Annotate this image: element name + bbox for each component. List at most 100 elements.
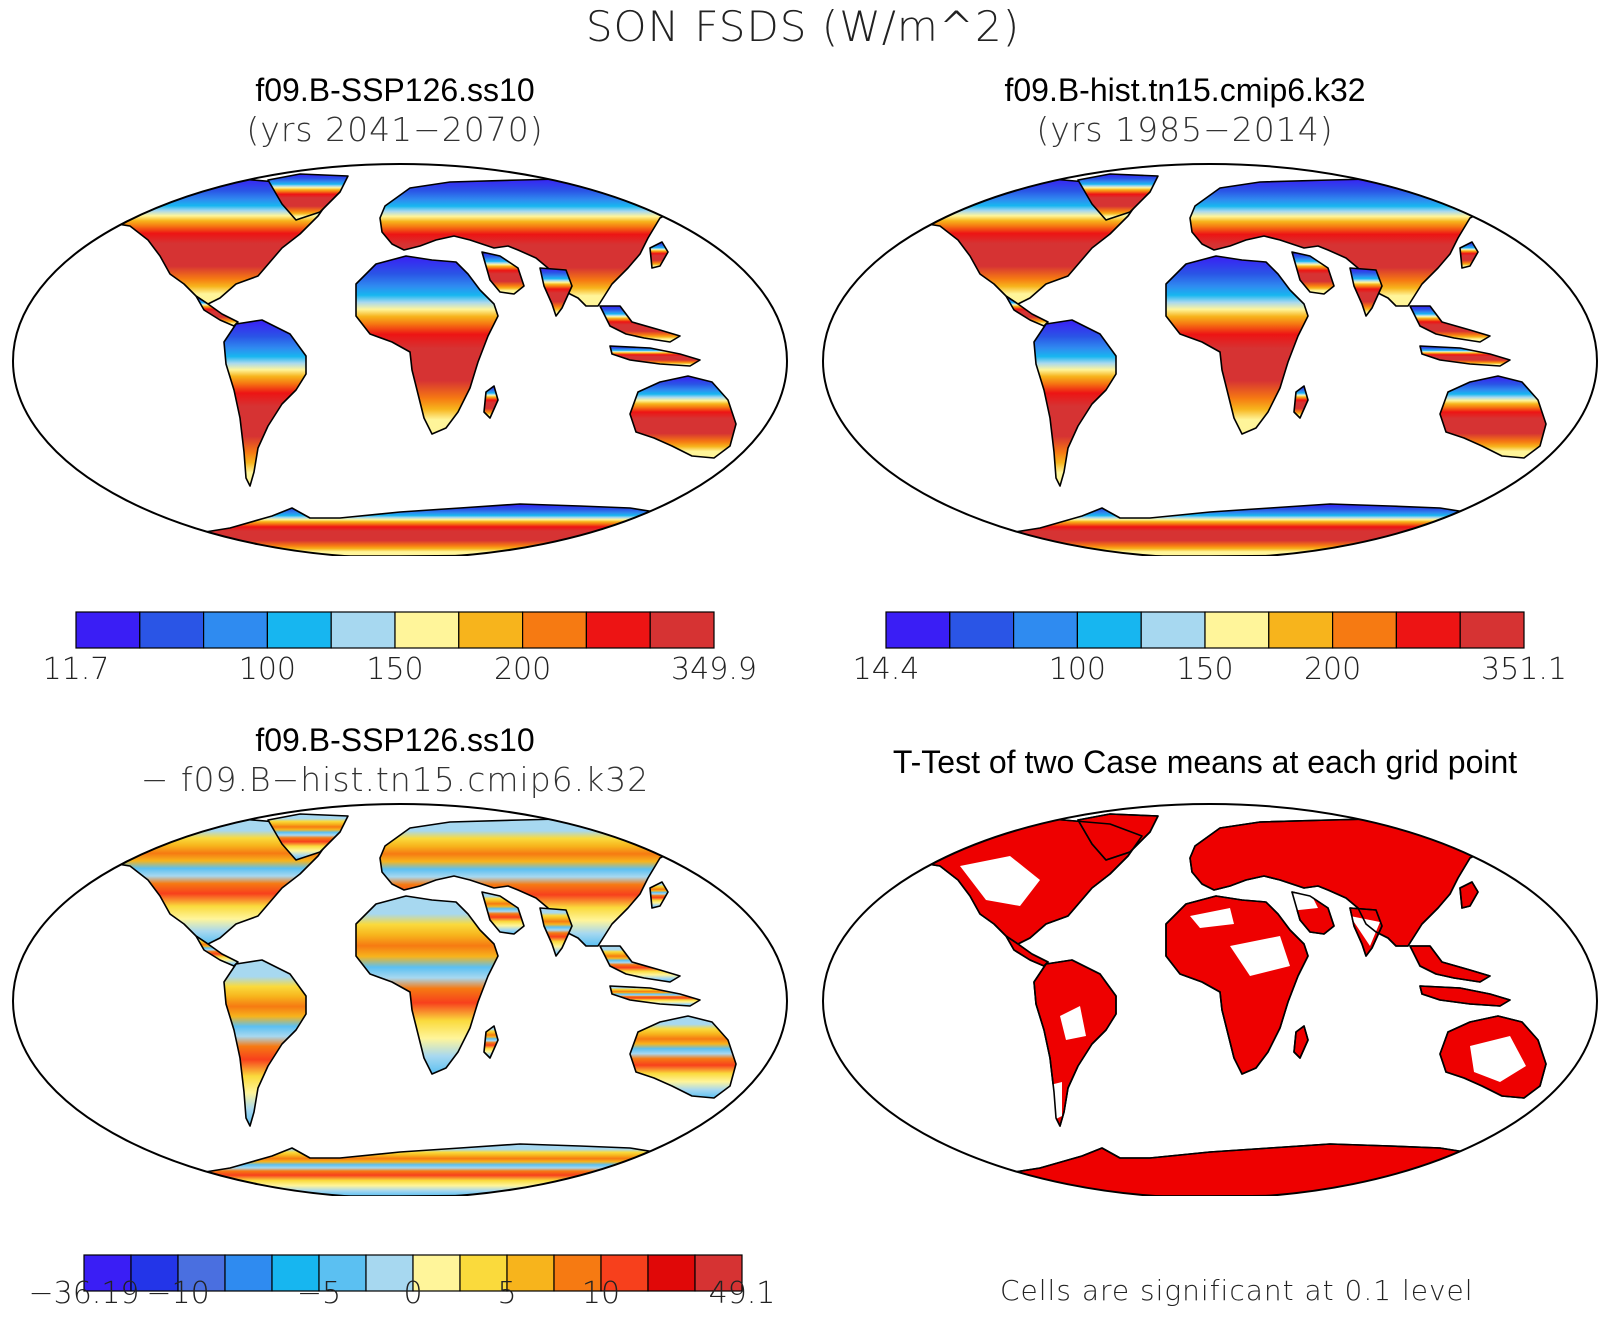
- nonsignificant-region: [1230, 936, 1290, 976]
- colorbar-tick-label: 200: [1303, 652, 1362, 687]
- colorbar-bin: [75, 611, 141, 649]
- difference-colorbar: [83, 1254, 743, 1292]
- reference-name: f09.B-hist.tn15.cmip6.k32: [1004, 72, 1366, 108]
- reference-colorbar: [885, 611, 1525, 649]
- landmass-seAsia: [1409, 305, 1491, 343]
- landmass-australia: [629, 375, 737, 459]
- colorbar-bin: [885, 611, 951, 649]
- colorbar-tick-label: −10: [146, 1276, 210, 1311]
- landmass-india: [1349, 267, 1383, 317]
- case-name: f09.B-SSP126.ss10: [255, 72, 535, 108]
- colorbar-tick-label: 49.1: [708, 1276, 776, 1311]
- landmass-arabia: [481, 891, 525, 935]
- colorbar-tick-label: 0: [403, 1276, 423, 1311]
- landmass-southAmerica: [1033, 319, 1117, 487]
- difference-map: [12, 803, 788, 1196]
- colorbar-bin: [649, 611, 715, 649]
- landmass-arabia: [481, 251, 525, 295]
- landmass-japan: [649, 881, 669, 909]
- colorbar-tick-label: 10: [581, 1276, 621, 1311]
- nonsignificant-region: [1190, 908, 1234, 928]
- case-panel-title: f09.B-SSP126.ss10 (yrs 2041−2070): [40, 70, 750, 150]
- figure-title: SON FSDS (W/m^2): [585, 2, 1021, 51]
- landmass-indonesia: [1419, 345, 1511, 367]
- landmass-madagascar: [483, 385, 499, 419]
- colorbar-tick-label: 200: [493, 652, 552, 687]
- map-frame: [822, 803, 1598, 1196]
- colorbar-bin: [647, 1254, 696, 1292]
- colorbar-bin: [585, 611, 651, 649]
- map-frame: [12, 803, 788, 1196]
- colorbar-bin: [522, 611, 588, 649]
- difference-case-name: f09.B-SSP126.ss10: [255, 722, 535, 758]
- colorbar-bin: [318, 1254, 367, 1292]
- landmass-africa: [355, 895, 499, 1075]
- landmass-nz: [749, 441, 763, 463]
- case-map: [12, 163, 788, 556]
- landmass-nz: [1559, 441, 1573, 463]
- landmass-southAmerica: [223, 319, 307, 487]
- case-colorbar-labels: 11.7 100 150 200 349.9: [43, 652, 757, 688]
- nonsignificant-region: [1470, 1036, 1526, 1082]
- landmass-southAmerica: [223, 959, 307, 1127]
- nonsignificant-region: [960, 856, 1040, 906]
- case-colorbar: [75, 611, 715, 649]
- landmass-japan: [649, 241, 669, 269]
- colorbar-bin: [139, 611, 205, 649]
- landmass-indonesia: [609, 345, 701, 367]
- colorbar-tick-label: 100: [1048, 652, 1107, 687]
- significance-note: Cells are significant at 0.1 level: [1000, 1274, 1474, 1307]
- colorbar-tick-label: 351.1: [1481, 652, 1567, 687]
- colorbar-bin: [394, 611, 460, 649]
- landmass-australia: [629, 1015, 737, 1099]
- map-frame: [822, 163, 1598, 556]
- nonsignificant-region: [1350, 916, 1380, 946]
- colorbar-tick-label: 150: [1176, 652, 1234, 687]
- landmass-greenland: [267, 173, 349, 221]
- colorbar-tick-label: 11.7: [42, 652, 110, 687]
- landmass-seAsia: [599, 305, 681, 343]
- colorbar-tick-label: 100: [238, 652, 297, 687]
- colorbar-bin: [553, 1254, 602, 1292]
- case-years: (yrs 2041−2070): [246, 110, 544, 149]
- colorbar-bin: [83, 1254, 132, 1292]
- landmass-nz: [1559, 1081, 1573, 1103]
- colorbar-bin: [506, 1254, 555, 1292]
- colorbar-bin: [949, 611, 1015, 649]
- landmass-greenland: [267, 813, 349, 861]
- landmass-indonesia: [609, 985, 701, 1007]
- reference-years: (yrs 1985−2014): [1036, 110, 1334, 149]
- colorbar-bin: [130, 1254, 179, 1292]
- difference-reference-name: − f09.B−hist.tn15.cmip6.k32: [140, 760, 650, 799]
- colorbar-tick-label: 5: [497, 1276, 517, 1311]
- colorbar-bin: [365, 1254, 414, 1292]
- landmass-japan: [1459, 241, 1479, 269]
- colorbar-tick-label: 349.9: [671, 652, 757, 687]
- ttest-panel-title: T-Test of two Case means at each grid po…: [820, 742, 1590, 782]
- colorbar-bin: [271, 1254, 320, 1292]
- colorbar-bin: [694, 1254, 743, 1292]
- nonsignificant-region: [1060, 1006, 1086, 1040]
- landmass-seAsia: [599, 945, 681, 983]
- colorbar-bin: [266, 611, 332, 649]
- reference-colorbar-labels: 14.4 100 150 200 351.1: [853, 652, 1567, 688]
- landmass-greenland: [1077, 173, 1159, 221]
- colorbar-bin: [1395, 611, 1461, 649]
- landmass-africa: [1165, 255, 1309, 435]
- landmass-nz: [749, 1081, 763, 1103]
- map-frame: [12, 163, 788, 556]
- colorbar-bin: [1268, 611, 1334, 649]
- landmass-australia: [1439, 375, 1547, 459]
- colorbar-bin: [458, 611, 524, 649]
- colorbar-tick-label: −36.19: [28, 1276, 140, 1311]
- colorbar-bin: [1204, 611, 1270, 649]
- nonsignificant-region: [1258, 892, 1318, 912]
- colorbar-tick-label: −5: [296, 1276, 342, 1311]
- colorbar-bin: [1013, 611, 1079, 649]
- colorbar-bin: [1332, 611, 1398, 649]
- ttest-map: [822, 803, 1598, 1196]
- landmass-india: [539, 267, 573, 317]
- landmass-arabia: [1291, 251, 1335, 295]
- landmass-madagascar: [1293, 385, 1309, 419]
- difference-colorbar-labels: −36.19 −10 −5 0 5 10 49.1: [28, 1276, 775, 1312]
